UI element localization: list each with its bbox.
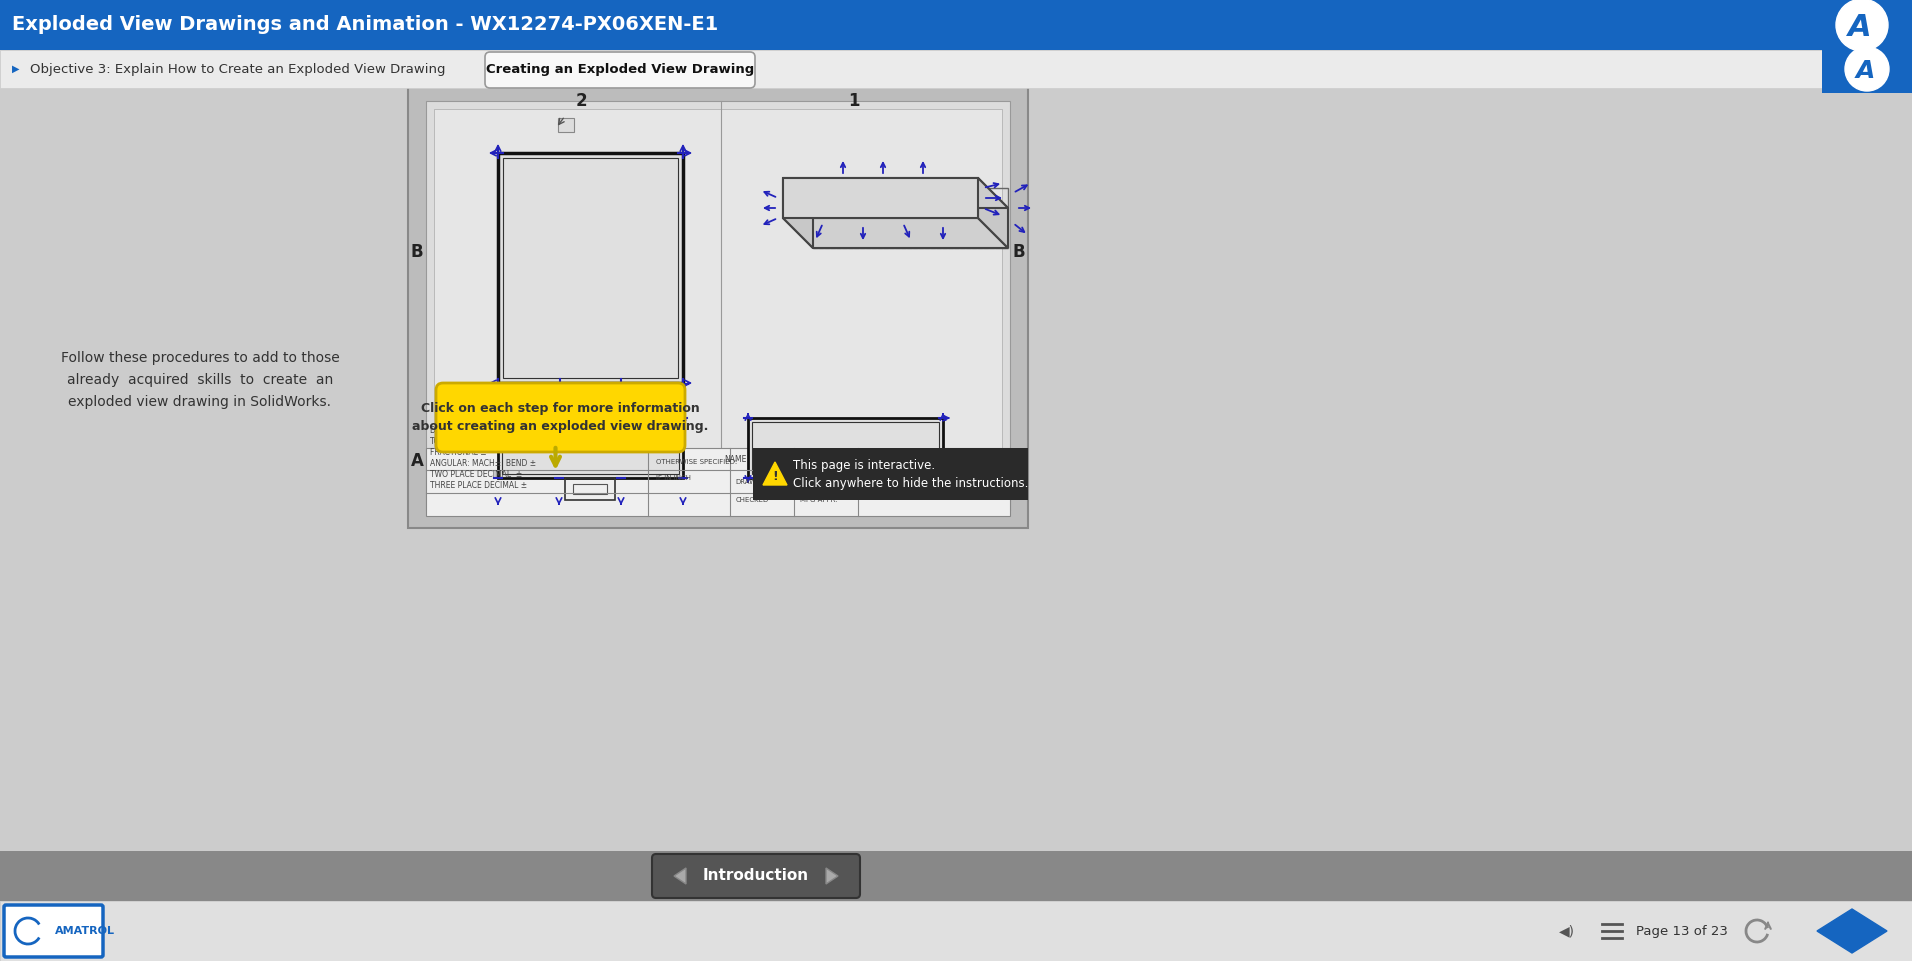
Text: B: B (1013, 243, 1025, 261)
Polygon shape (784, 178, 1008, 208)
Text: ENG APPR.: ENG APPR. (799, 479, 837, 485)
Text: <COMPANY NAME>: <COMPANY NAME> (874, 477, 994, 487)
Bar (0, 0, 1912, 50)
Bar (558, 118, 574, 132)
Text: ▶: ▶ (11, 64, 19, 74)
Text: MFG APPR.: MFG APPR. (799, 497, 837, 503)
Bar (407, 83, 1029, 528)
Text: DIMENSIONS ARE IN INCHES
TOLERANCES:
FRACTIONAL ±
ANGULAR: MACH±  BEND ±
TWO PLA: DIMENSIONS ARE IN INCHES TOLERANCES: FRA… (430, 426, 537, 490)
Text: OTHERWISE SPECIFIED:: OTHERWISE SPECIFIED: (656, 459, 736, 465)
Bar (503, 383, 679, 391)
FancyBboxPatch shape (652, 854, 860, 898)
Text: NAME: NAME (725, 456, 748, 464)
Bar (426, 101, 1010, 510)
Bar (566, 478, 616, 500)
Bar (0, 901, 1912, 961)
Text: Introduction: Introduction (704, 869, 809, 883)
Text: Follow these procedures to add to those
already  acquired  skills  to  create  a: Follow these procedures to add to those … (61, 352, 338, 408)
Bar (751, 422, 939, 474)
Text: 1: 1 (849, 92, 860, 110)
Text: Objective 3: Explain How to Create an Exploded View Drawing: Objective 3: Explain How to Create an Ex… (31, 62, 445, 76)
Bar (0, 851, 1912, 901)
Text: Exploded View Drawings and Animation - WX12274-PX06XEN-E1: Exploded View Drawings and Animation - W… (11, 15, 719, 35)
FancyBboxPatch shape (436, 383, 684, 452)
Circle shape (1836, 0, 1887, 51)
Polygon shape (784, 178, 813, 248)
Text: !: ! (772, 470, 778, 482)
Bar (0, 50, 1912, 88)
FancyBboxPatch shape (486, 52, 755, 88)
Bar (562, 391, 618, 411)
Text: DATE: DATE (774, 456, 795, 464)
Polygon shape (675, 868, 686, 884)
FancyBboxPatch shape (4, 905, 103, 957)
Text: Page 13 of 23: Page 13 of 23 (1637, 924, 1728, 938)
Bar (753, 448, 1029, 500)
Text: A: A (1849, 13, 1872, 42)
Bar (503, 158, 679, 378)
Bar (574, 484, 606, 494)
Polygon shape (1816, 909, 1887, 953)
Text: IF IN INCH: IF IN INCH (656, 475, 690, 481)
Text: B: B (411, 243, 423, 261)
Polygon shape (826, 868, 837, 884)
Text: TITLE:: TITLE: (864, 456, 889, 464)
Bar (497, 418, 683, 478)
Text: 2: 2 (576, 92, 587, 110)
Bar (497, 153, 683, 383)
Text: Creating an Exploded View Drawing: Creating an Exploded View Drawing (486, 63, 753, 77)
Polygon shape (763, 462, 788, 485)
Text: A: A (411, 453, 423, 470)
Text: AMATROL: AMATROL (55, 926, 115, 936)
Bar (784, 178, 979, 218)
Text: This page is interactive.
Click anywhere to hide the instructions.: This page is interactive. Click anywhere… (793, 458, 1029, 489)
Polygon shape (979, 178, 1008, 248)
Bar (434, 109, 1002, 502)
Text: A: A (1855, 59, 1874, 83)
Text: ◀): ◀) (1558, 924, 1575, 938)
Text: A: A (1013, 453, 1025, 470)
Bar (813, 188, 1008, 248)
Text: DRAWN: DRAWN (736, 479, 761, 485)
Bar (426, 448, 1010, 516)
Bar (1822, 50, 1912, 93)
Bar (503, 422, 679, 474)
Text: Click on each step for more information
about creating an exploded view drawing.: Click on each step for more information … (413, 402, 709, 433)
Text: CHECKED: CHECKED (736, 497, 769, 503)
Bar (748, 418, 943, 478)
Circle shape (1845, 47, 1889, 91)
Polygon shape (784, 218, 1008, 248)
Bar (0, 88, 1912, 851)
